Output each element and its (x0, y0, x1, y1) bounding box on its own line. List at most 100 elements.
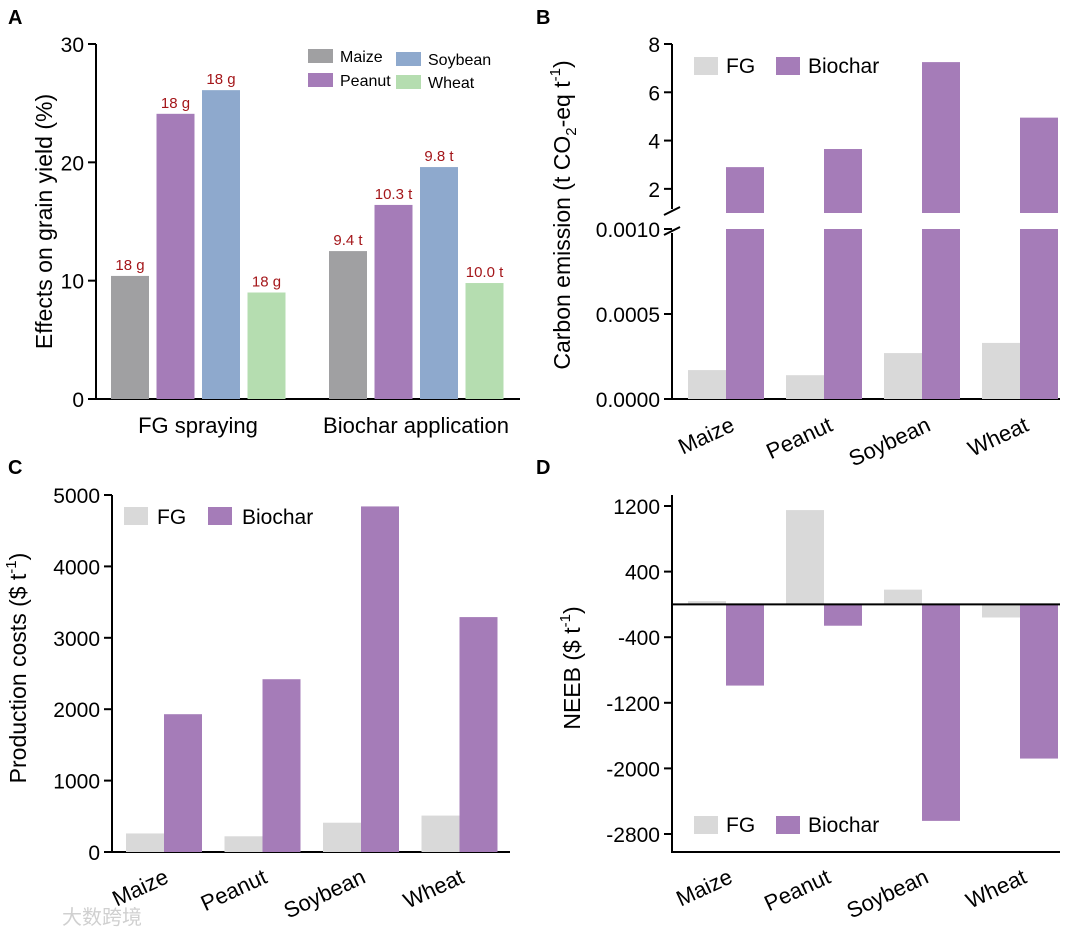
panel-b-chart: B 2 4 6 8 0.0000 0.0005 0.0010 Carbon emission (… (536, 7, 1060, 471)
panel-label-b: B (536, 7, 550, 29)
y-tick-label: 2 (648, 179, 660, 202)
panel-label-a: A (8, 7, 22, 29)
legend-label-biochar: Biochar (808, 55, 879, 78)
y-tick-label: 30 (61, 34, 84, 57)
bar-soybean-biochar-application (420, 167, 458, 399)
y-tick-label: 0 (72, 389, 84, 412)
bar-biochar-maize (164, 714, 202, 852)
bar-soybean-fg-spraying (202, 90, 240, 400)
legend-swatch-maize (308, 49, 333, 63)
bar-biochar-wheat (459, 617, 498, 852)
legend-label-biochar: Biochar (242, 506, 313, 529)
legend-label-fg: FG (157, 506, 186, 529)
y-tick-label: 8 (648, 34, 660, 57)
bar-peanut-fg-spraying (156, 113, 195, 400)
y-tick-label: 0.0000 (596, 389, 660, 412)
y-tick-label: 0.0005 (596, 304, 660, 327)
bar-fg-peanut (786, 375, 824, 399)
y-tick-label: 3000 (53, 628, 100, 651)
data-label-wheat-fg-spraying: 18 g (252, 274, 281, 291)
panel-label-d: D (536, 457, 550, 479)
bar-biochar-soybean (922, 604, 960, 821)
legend-label-soybean: Soybean (428, 52, 491, 69)
y-tick-label: -1200 (606, 693, 660, 716)
data-label-wheat-biochar-application: 10.0 t (466, 264, 504, 281)
bar-biochar-wheat (1020, 604, 1058, 759)
category-label-soybean: Soybean (843, 864, 932, 923)
legend-swatch-biochar (776, 57, 800, 75)
bar-maize-biochar-application (329, 251, 367, 399)
bar-biochar-wheat (1020, 117, 1058, 213)
bar-biochar-soybean (922, 62, 960, 213)
legend-label-fg: FG (726, 814, 755, 837)
y-tick-label: 20 (61, 152, 84, 175)
y-axis-title: Carbon emission (t CO2-eq t-1) (547, 60, 580, 369)
data-label-maize-fg-spraying: 18 g (115, 257, 144, 274)
legend-label-biochar: Biochar (808, 814, 879, 837)
legend-swatch-soybean (396, 52, 421, 66)
category-label-maize: Maize (674, 412, 738, 459)
bar-biochar-wheat-lower (1020, 229, 1058, 399)
y-tick-label: 400 (625, 562, 660, 585)
bar-biochar-maize (726, 167, 764, 213)
y-axis-title: NEEB ($ t-1) (557, 606, 585, 729)
y-tick-label: 4 (648, 131, 660, 154)
y-tick-label: 5000 (53, 485, 100, 508)
watermark: 大数跨境 (62, 906, 142, 929)
panel-d-chart: D -2800 -2000 -1200 -400 400 1200 NEEB ($ t-1) M… (536, 457, 1060, 923)
legend-label-maize: Maize (340, 49, 383, 66)
legend-swatch-fg (694, 57, 718, 75)
group-label-fg-spraying: FG spraying (138, 413, 258, 438)
axis-break-mark (663, 206, 681, 216)
category-label-maize: Maize (108, 864, 172, 911)
legend-swatch-biochar (776, 816, 800, 834)
y-tick-label: 4000 (53, 556, 100, 579)
bar-fg-wheat (982, 604, 1020, 618)
category-label-peanut: Peanut (197, 864, 271, 916)
legend-swatch-wheat (396, 75, 421, 89)
data-label-peanut-biochar-application: 10.3 t (375, 186, 413, 203)
legend-label-wheat: Wheat (428, 75, 475, 92)
bar-fg-soybean (323, 822, 361, 852)
bar-fg-maize (688, 370, 726, 399)
bar-biochar-maize (726, 604, 764, 686)
y-tick-label: 2000 (53, 699, 100, 722)
legend-label-peanut: Peanut (340, 73, 391, 90)
category-label-soybean: Soybean (280, 864, 369, 923)
bar-fg-maize (126, 833, 164, 852)
legend-label-fg: FG (726, 55, 755, 78)
bar-biochar-soybean-lower (922, 229, 960, 399)
bar-maize-fg-spraying (111, 275, 149, 399)
bar-fg-peanut (224, 836, 263, 852)
bar-fg-soybean (884, 589, 922, 605)
legend-swatch-biochar (208, 507, 232, 525)
legend-swatch-fg (694, 816, 718, 834)
data-label-maize-biochar-application: 9.4 t (333, 232, 363, 249)
panel-a-chart: A 0 10 20 30 Effects on grain yield (%) 18 g 18… (8, 7, 520, 438)
bar-fg-peanut (786, 510, 824, 605)
category-label-wheat: Wheat (962, 864, 1030, 914)
bar-fg-maize (688, 601, 726, 605)
bar-biochar-soybean (361, 506, 399, 852)
group-label-biochar-application: Biochar application (323, 413, 509, 438)
y-tick-label: 10 (61, 271, 84, 294)
bar-peanut-biochar-application (374, 204, 413, 399)
bar-fg-wheat (421, 815, 460, 852)
data-label-soybean-biochar-application: 9.8 t (424, 148, 454, 165)
y-axis-title: Production costs ($ t-1) (3, 553, 31, 784)
category-label-soybean: Soybean (845, 412, 934, 471)
panel-label-c: C (8, 457, 22, 479)
y-axis-title: Effects on grain yield (%) (31, 94, 57, 349)
category-label-wheat: Wheat (964, 412, 1032, 462)
bar-biochar-peanut (262, 679, 301, 852)
bar-wheat-fg-spraying (247, 292, 286, 399)
axis-break-mark (663, 226, 681, 236)
y-tick-label: 1000 (53, 771, 100, 794)
y-tick-label: -400 (618, 627, 660, 650)
data-label-peanut-fg-spraying: 18 g (161, 95, 190, 112)
y-tick-label: 6 (648, 82, 660, 105)
bar-biochar-peanut-lower (824, 229, 862, 399)
category-label-wheat: Wheat (399, 864, 467, 914)
bar-wheat-biochar-application (465, 283, 504, 399)
